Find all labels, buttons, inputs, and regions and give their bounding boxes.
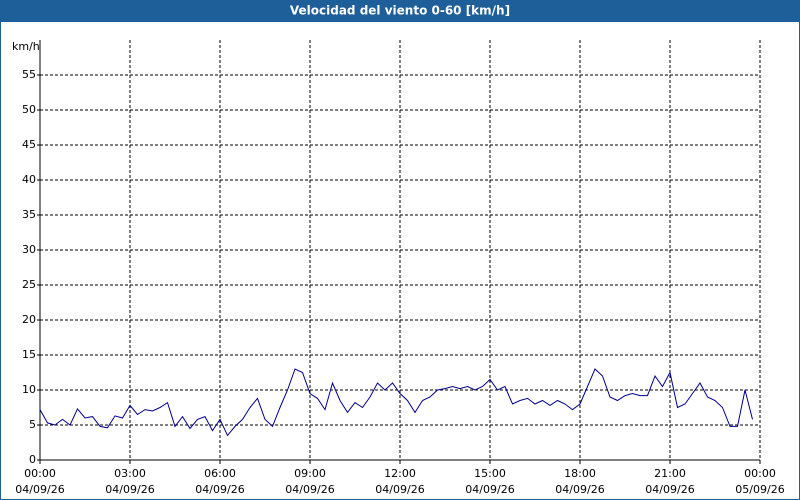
y-tick-label: 0 <box>29 453 36 466</box>
x-tick-date: 05/09/26 <box>735 483 784 496</box>
x-tick-label: 21:00 <box>654 467 686 480</box>
y-tick-label: 50 <box>22 103 36 116</box>
x-tick-date: 04/09/26 <box>555 483 604 496</box>
y-tick-label: 15 <box>22 348 36 361</box>
x-tick-date: 04/09/26 <box>195 483 244 496</box>
x-tick-date: 04/09/26 <box>15 483 64 496</box>
x-tick-label: 15:00 <box>474 467 506 480</box>
x-tick-date: 04/09/26 <box>645 483 694 496</box>
x-tick-label: 00:00 <box>24 467 56 480</box>
y-tick-label: 20 <box>22 313 36 326</box>
x-tick-label: 09:00 <box>294 467 326 480</box>
y-tick-label: 40 <box>22 173 36 186</box>
line-series <box>39 368 753 437</box>
x-tick-label: 03:00 <box>114 467 146 480</box>
y-axis-label: km/h <box>12 40 40 53</box>
x-tick-date: 04/09/26 <box>285 483 334 496</box>
y-tick-label: 55 <box>22 68 36 81</box>
title-bar <box>0 0 800 22</box>
y-tick-label: 25 <box>22 278 36 291</box>
x-tick-date: 04/09/26 <box>465 483 514 496</box>
x-tick-label: 06:00 <box>204 467 236 480</box>
y-tick-label: 5 <box>29 418 36 431</box>
x-tick-date: 04/09/26 <box>375 483 424 496</box>
y-tick-label: 30 <box>22 243 36 256</box>
x-tick-date: 04/09/26 <box>105 483 154 496</box>
x-tick-label: 00:00 <box>744 467 776 480</box>
y-tick-label: 10 <box>22 383 36 396</box>
y-tick-label: 35 <box>22 208 36 221</box>
y-tick-label: 45 <box>22 138 36 151</box>
x-tick-label: 12:00 <box>384 467 416 480</box>
x-tick-label: 18:00 <box>564 467 596 480</box>
chart-title: Velocidad del viento 0-60 [km/h] <box>290 4 510 18</box>
